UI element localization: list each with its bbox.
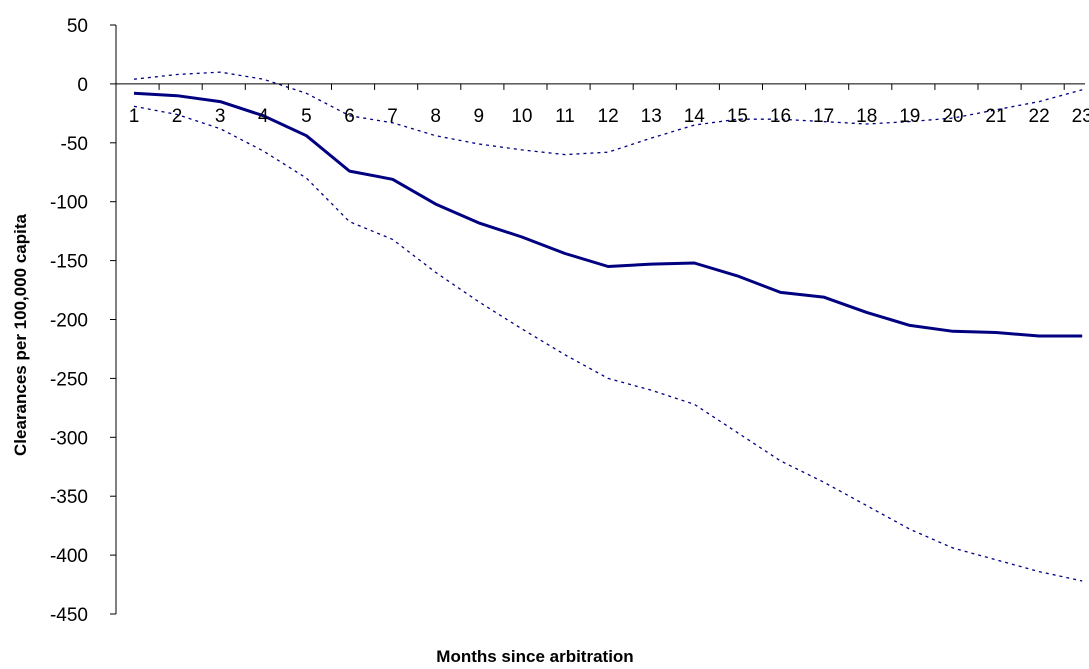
x-tick-label: 19 <box>899 106 920 127</box>
x-tick-label: 3 <box>215 106 226 127</box>
x-tick-label: 16 <box>770 106 791 127</box>
x-tick-label: 14 <box>684 106 706 127</box>
x-tick-label: 5 <box>301 106 312 127</box>
x-tick-label: 7 <box>387 106 398 127</box>
plot-lines <box>133 71 1083 582</box>
y-ticks: 50 0 -50 -100 -150 -200 -250 -300 -350 -400 -450 <box>50 16 116 626</box>
x-tick-label: 18 <box>856 106 877 127</box>
x-tick-label: 13 <box>641 106 662 127</box>
x-tick-label: 6 <box>344 106 355 127</box>
x-ticks: 1 2 3 4 5 6 7 8 9 10 11 12 13 14 15 16 17 18 19 20 21 22 23 <box>115 83 1089 127</box>
x-axis-title: Months since arbitration <box>436 647 633 666</box>
y-tick-label: -400 <box>50 546 88 567</box>
y-tick-label: -250 <box>50 369 88 390</box>
y-tick-label: -150 <box>50 252 88 273</box>
x-tick-label: 11 <box>555 106 575 127</box>
y-tick-label: 50 <box>67 16 88 37</box>
y-tick-label: -350 <box>50 487 88 508</box>
y-tick-label: -100 <box>50 193 88 214</box>
y-tick-label: -300 <box>50 428 88 449</box>
y-axis-title: Clearances per 100,000 capita <box>11 213 30 455</box>
confidence-bound-line <box>133 105 1083 582</box>
estimate-line <box>133 91 1083 338</box>
y-tick-label: -50 <box>61 134 88 155</box>
y-tick-label: 0 <box>77 75 88 96</box>
x-tick-label: 21 <box>985 106 1006 127</box>
x-tick-label: 2 <box>172 106 183 127</box>
confidence-bound-line <box>133 71 1083 156</box>
x-tick-label: 15 <box>727 106 748 127</box>
x-tick-label: 8 <box>430 106 441 127</box>
x-tick-label: 20 <box>942 106 963 127</box>
y-tick-label: -450 <box>50 605 88 626</box>
x-tick-label: 12 <box>598 106 619 127</box>
x-tick-label: 10 <box>511 106 532 127</box>
y-tick-label: -200 <box>50 311 88 332</box>
x-tick-label: 22 <box>1029 106 1050 127</box>
x-tick-label: 9 <box>474 106 485 127</box>
x-tick-label: 23 <box>1072 106 1089 127</box>
x-tick-label: 17 <box>813 106 834 127</box>
x-tick-label: 4 <box>258 106 269 127</box>
x-tick-label: 1 <box>129 106 140 127</box>
